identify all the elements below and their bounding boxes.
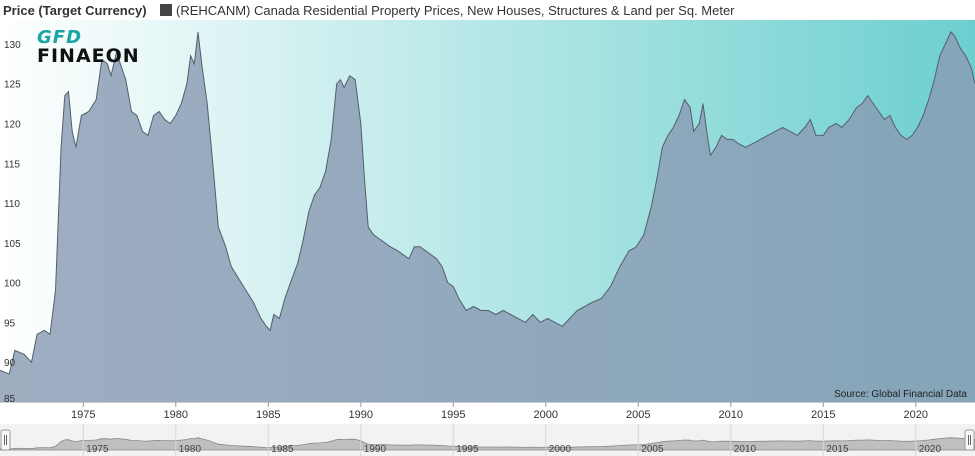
y-tick-label: 120 <box>4 120 21 131</box>
navigator-tick-label: 2010 <box>734 444 757 455</box>
logo-top-text: GFD <box>37 27 83 48</box>
navigator-tick-label: 2005 <box>641 444 664 455</box>
navigator-tick-label: 2015 <box>826 444 849 455</box>
navigator-tick-label: 2020 <box>919 444 942 455</box>
y-tick-label: 125 <box>4 80 21 91</box>
y-tick-label: 85 <box>4 394 16 402</box>
y-tick-label: 115 <box>4 159 20 170</box>
navigator-left-handle[interactable] <box>0 429 11 451</box>
x-tick-label: 1975 <box>71 409 95 421</box>
y-tick-label: 95 <box>4 318 16 329</box>
x-tick-label: 1985 <box>256 409 280 421</box>
y-axis-title: Price (Target Currency) <box>3 3 147 18</box>
y-tick-label: 90 <box>4 358 16 369</box>
navigator-tick-label: 1985 <box>271 444 294 455</box>
legend-swatch <box>160 4 172 16</box>
logo-bottom-text: FINAEON <box>37 45 140 67</box>
x-tick-label: 1995 <box>441 409 465 421</box>
x-tick-label: 2015 <box>811 409 835 421</box>
y-tick-label: 100 <box>4 279 21 290</box>
x-tick-label: 1980 <box>164 409 188 421</box>
y-tick-label: 110 <box>4 199 20 210</box>
x-tick-label: 2005 <box>626 409 650 421</box>
y-tick-label: 105 <box>4 239 21 250</box>
range-navigator[interactable]: 1975 1980 1985 1990 1995 2000 2005 2010 2015 2020 <box>0 424 975 456</box>
legend-item[interactable]: (REHCANM) Canada Residential Property Pr… <box>160 3 735 18</box>
navigator-tick-label: 1980 <box>179 444 202 455</box>
navigator-tick-label: 1990 <box>364 444 387 455</box>
x-tick-label: 2000 <box>534 409 558 421</box>
x-tick-label: 2010 <box>719 409 743 421</box>
source-note: Source: Global Financial Data <box>834 389 967 400</box>
chart-header: Price (Target Currency) (REHCANM) Canada… <box>0 0 975 22</box>
plot-area: 85 90 95 100 105 110 115 120 125 130 <box>0 20 975 402</box>
x-axis: 1975 1980 1985 1990 1995 2000 2005 2010 2015 2020 <box>0 402 975 421</box>
gfd-finaeon-logo: GFD FINAEON <box>37 27 140 67</box>
navigator-tick-label: 2000 <box>549 444 572 455</box>
y-tick-label: 130 <box>4 40 21 51</box>
navigator-tick-label: 1975 <box>86 444 109 455</box>
series-line[interactable] <box>0 31 975 375</box>
x-tick-label: 2020 <box>904 409 928 421</box>
legend-label: (REHCANM) Canada Residential Property Pr… <box>176 3 735 18</box>
navigator-tick-label: 1995 <box>456 444 479 455</box>
series-area <box>0 31 975 402</box>
x-tick-label: 1990 <box>349 409 373 421</box>
navigator-right-handle[interactable] <box>964 429 975 451</box>
